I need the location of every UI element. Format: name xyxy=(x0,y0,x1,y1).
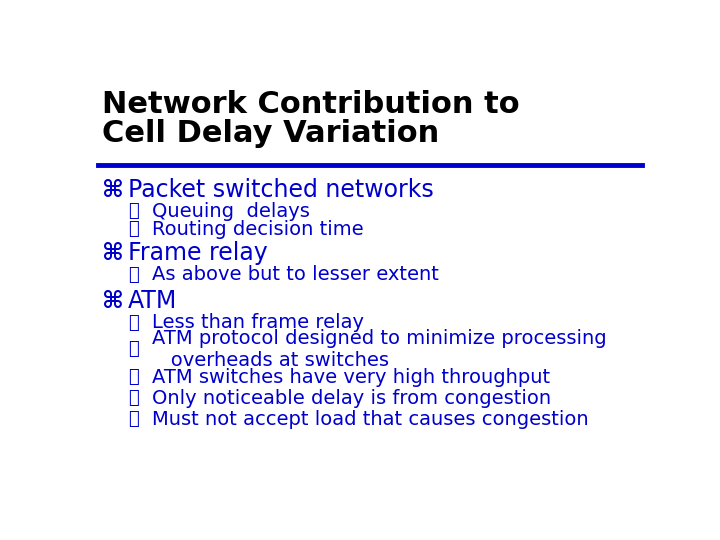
Text: ⍐: ⍐ xyxy=(128,314,139,332)
Text: ATM: ATM xyxy=(128,289,177,313)
Text: ⍐: ⍐ xyxy=(128,220,139,238)
Text: ⍐: ⍐ xyxy=(128,389,139,407)
Text: Only noticeable delay is from congestion: Only noticeable delay is from congestion xyxy=(153,389,552,408)
Text: Cell Delay Variation: Cell Delay Variation xyxy=(102,119,439,148)
Text: Queuing  delays: Queuing delays xyxy=(153,201,310,221)
Text: Packet switched networks: Packet switched networks xyxy=(128,178,433,201)
Text: Less than frame relay: Less than frame relay xyxy=(153,313,364,332)
Text: As above but to lesser extent: As above but to lesser extent xyxy=(153,265,439,284)
Text: ⍐: ⍐ xyxy=(128,410,139,428)
Text: ⍐: ⍐ xyxy=(128,266,139,284)
Text: ⍐: ⍐ xyxy=(128,202,139,220)
Text: ⌘: ⌘ xyxy=(102,178,124,201)
Text: Routing decision time: Routing decision time xyxy=(153,220,364,239)
Text: Network Contribution to: Network Contribution to xyxy=(102,90,520,119)
Text: ⍐: ⍐ xyxy=(128,368,139,387)
Text: ⌘: ⌘ xyxy=(102,289,124,313)
Text: ATM protocol designed to minimize processing
   overheads at switches: ATM protocol designed to minimize proces… xyxy=(153,329,607,370)
Text: Must not accept load that causes congestion: Must not accept load that causes congest… xyxy=(153,409,589,429)
Text: Frame relay: Frame relay xyxy=(128,241,268,265)
Text: ATM switches have very high throughput: ATM switches have very high throughput xyxy=(153,368,551,387)
Text: ⌘: ⌘ xyxy=(102,241,124,265)
Text: ⍐: ⍐ xyxy=(128,340,139,358)
